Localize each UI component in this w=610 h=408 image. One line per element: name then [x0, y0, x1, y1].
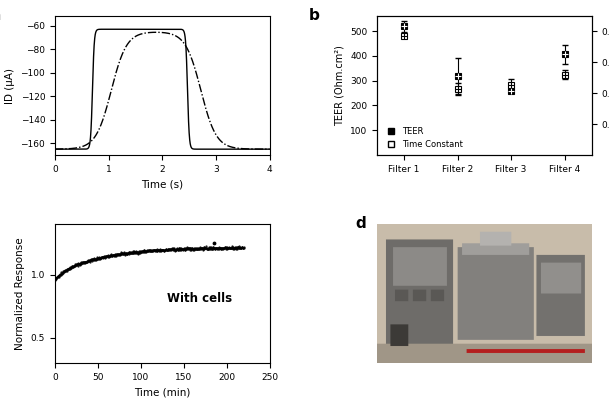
- Legend: TEER, Time Constant: TEER, Time Constant: [381, 125, 465, 151]
- Y-axis label: TEER (Ohm.cm²): TEER (Ohm.cm²): [334, 45, 345, 126]
- Text: b: b: [308, 8, 319, 23]
- X-axis label: Time (s): Time (s): [141, 180, 184, 189]
- X-axis label: Time (min): Time (min): [134, 388, 190, 397]
- Text: d: d: [356, 216, 366, 231]
- Y-axis label: Normalized Response: Normalized Response: [15, 237, 25, 350]
- Y-axis label: ID (μA): ID (μA): [5, 68, 15, 104]
- Text: With cells: With cells: [167, 292, 232, 305]
- Text: a: a: [0, 8, 1, 23]
